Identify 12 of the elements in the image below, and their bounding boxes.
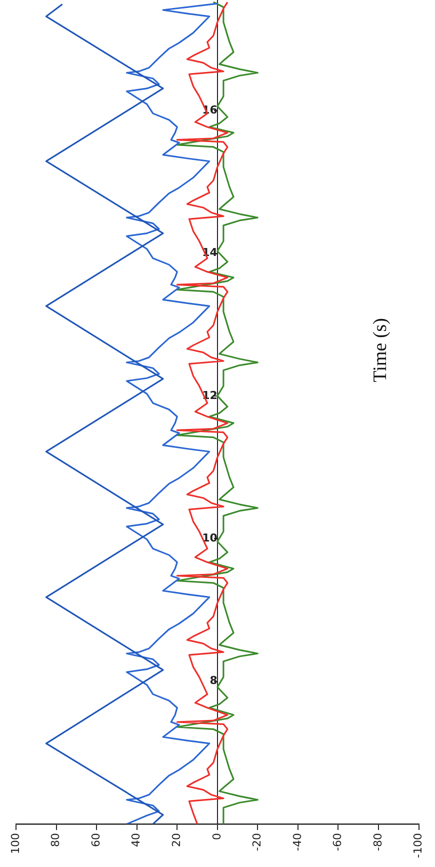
x-tick-label: 100 [8,833,22,854]
x-tick-label: -40 [290,833,304,852]
x-tick-label: 80 [49,833,62,848]
x-tick-label: -100 [412,833,425,858]
x-tick-label: 40 [130,833,143,848]
x-tick-label: 0 [210,833,224,840]
x-tick-label: -20 [250,833,264,852]
y-axis-title: Time (s) [370,318,392,382]
x-tick-label: 20 [170,833,183,848]
x-tick-label: 60 [89,833,102,848]
x-tick-label: -60 [331,833,344,852]
x-tick-label: -80 [371,833,384,852]
